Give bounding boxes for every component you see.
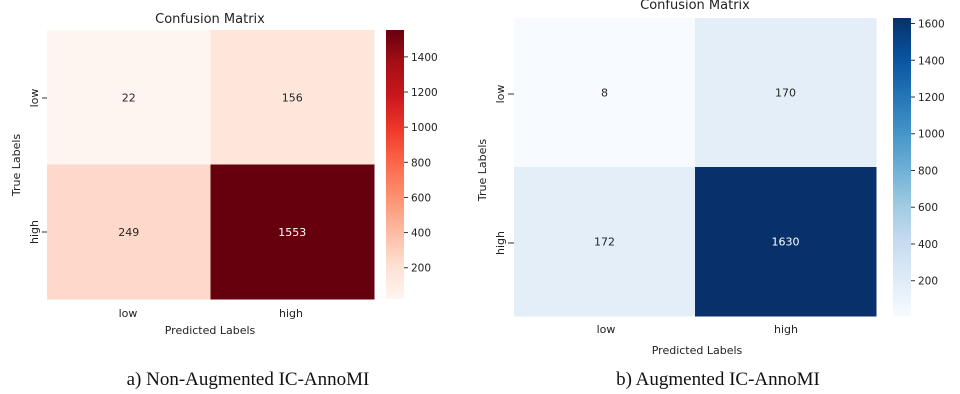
- chart-a: Confusion Matrix 22 156 249 1553 low high P…: [10, 12, 438, 390]
- chart-b-colorbar-ticks: 200 400 600 800 1000 1200 1400 1600: [911, 19, 945, 288]
- chart-b-colorbar-tick-label: 1600: [918, 19, 945, 31]
- chart-a-colorbar-tick-label: 1200: [411, 87, 438, 99]
- chart-a-colorbar-ticks: 200 400 600 800 1000 1200 1400: [404, 52, 438, 275]
- chart-b-colorbar-tick-label: 1400: [918, 55, 945, 67]
- chart-b-title: Confusion Matrix: [640, 0, 750, 13]
- chart-a-colorbar-tick-label: 400: [411, 228, 431, 240]
- chart-a-cell-label-high-high: 1553: [278, 226, 306, 239]
- chart-a-xtick-high: high: [279, 307, 303, 320]
- chart-a-cell-low-low: [47, 30, 211, 165]
- chart-a-xtick-low: low: [119, 307, 138, 320]
- chart-a-colorbar-tick-label: 600: [411, 192, 431, 204]
- chart-a-cell-label-low-high: 156: [282, 91, 303, 104]
- chart-a-cell-label-high-low: 249: [118, 226, 139, 239]
- chart-b: Confusion Matrix 8 170 172 1630 low high Pr…: [476, 0, 945, 390]
- chart-b-cell-label-low-low: 8: [601, 87, 608, 100]
- chart-a-title: Confusion Matrix: [155, 12, 265, 27]
- chart-a-cell-low-high: [210, 30, 375, 165]
- chart-a-ylabel: True Labels: [10, 134, 23, 198]
- chart-b-colorbar-tick-label: 200: [918, 276, 938, 288]
- chart-a-cell-high-low: [47, 164, 211, 300]
- chart-a-cells: 22 156 249 1553: [47, 30, 375, 300]
- chart-a-xlabel: Predicted Labels: [165, 324, 256, 337]
- chart-b-cell-label-low-high: 170: [775, 87, 796, 100]
- chart-b-cell-high-high: [695, 167, 877, 317]
- chart-b-cell-label-high-high: 1630: [772, 236, 800, 249]
- chart-b-colorbar-tick-label: 400: [918, 239, 938, 251]
- chart-b-caption: b) Augmented IC-AnnoMI: [616, 369, 820, 390]
- chart-a-caption: a) Non-Augmented IC-AnnoMI: [127, 369, 370, 390]
- chart-a-colorbar-tick-label: 800: [411, 157, 431, 169]
- chart-b-cell-high-low: [514, 167, 696, 317]
- chart-b-ylabel: True Labels: [476, 139, 489, 203]
- chart-b-cell-low-low: [514, 18, 696, 168]
- chart-b-cells: 8 170 172 1630: [514, 18, 877, 317]
- chart-a-cell-high-high: [210, 164, 375, 300]
- chart-a-colorbar-tick-label: 1400: [411, 52, 438, 64]
- chart-a-ytick-high: high: [28, 220, 41, 244]
- chart-b-ytick-high: high: [494, 231, 507, 255]
- chart-b-colorbar-tick-label: 800: [918, 165, 938, 177]
- chart-a-colorbar: [386, 30, 404, 299]
- chart-a-cell-label-low-low: 22: [122, 91, 136, 104]
- chart-b-colorbar: [893, 18, 911, 316]
- chart-b-xlabel: Predicted Labels: [652, 344, 743, 357]
- chart-b-colorbar-tick-label: 600: [918, 202, 938, 214]
- chart-b-cell-low-high: [695, 18, 877, 168]
- chart-a-ytick-low: low: [28, 89, 41, 108]
- chart-b-ytick-low: low: [494, 85, 507, 104]
- chart-a-colorbar-tick-label: 200: [411, 263, 431, 275]
- chart-b-colorbar-tick-label: 1000: [918, 129, 945, 141]
- chart-b-xtick-high: high: [774, 323, 798, 336]
- chart-b-colorbar-tick-label: 1200: [918, 92, 945, 104]
- chart-a-colorbar-tick-label: 1000: [411, 122, 438, 134]
- chart-b-cell-label-high-low: 172: [594, 236, 615, 249]
- chart-b-xtick-low: low: [597, 323, 616, 336]
